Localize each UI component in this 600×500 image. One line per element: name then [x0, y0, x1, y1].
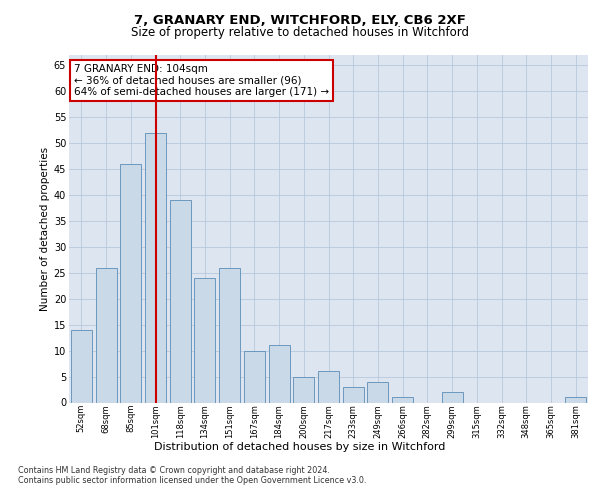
Y-axis label: Number of detached properties: Number of detached properties — [40, 146, 50, 311]
Text: Size of property relative to detached houses in Witchford: Size of property relative to detached ho… — [131, 26, 469, 39]
Bar — [244, 350, 265, 403]
Bar — [95, 268, 116, 402]
Bar — [392, 398, 413, 402]
Bar — [170, 200, 191, 402]
Bar — [293, 376, 314, 402]
Text: Contains HM Land Registry data © Crown copyright and database right 2024.: Contains HM Land Registry data © Crown c… — [18, 466, 330, 475]
Bar — [343, 387, 364, 402]
Bar — [120, 164, 141, 402]
Text: Contains public sector information licensed under the Open Government Licence v3: Contains public sector information licen… — [18, 476, 367, 485]
Bar — [442, 392, 463, 402]
Text: 7, GRANARY END, WITCHFORD, ELY, CB6 2XF: 7, GRANARY END, WITCHFORD, ELY, CB6 2XF — [134, 14, 466, 27]
Bar — [194, 278, 215, 402]
Bar — [269, 346, 290, 403]
Bar — [367, 382, 388, 402]
Bar — [145, 133, 166, 402]
Bar — [565, 398, 586, 402]
Text: 7 GRANARY END: 104sqm
← 36% of detached houses are smaller (96)
64% of semi-deta: 7 GRANARY END: 104sqm ← 36% of detached … — [74, 64, 329, 97]
Bar — [71, 330, 92, 402]
Text: Distribution of detached houses by size in Witchford: Distribution of detached houses by size … — [154, 442, 446, 452]
Bar — [318, 372, 339, 402]
Bar — [219, 268, 240, 402]
